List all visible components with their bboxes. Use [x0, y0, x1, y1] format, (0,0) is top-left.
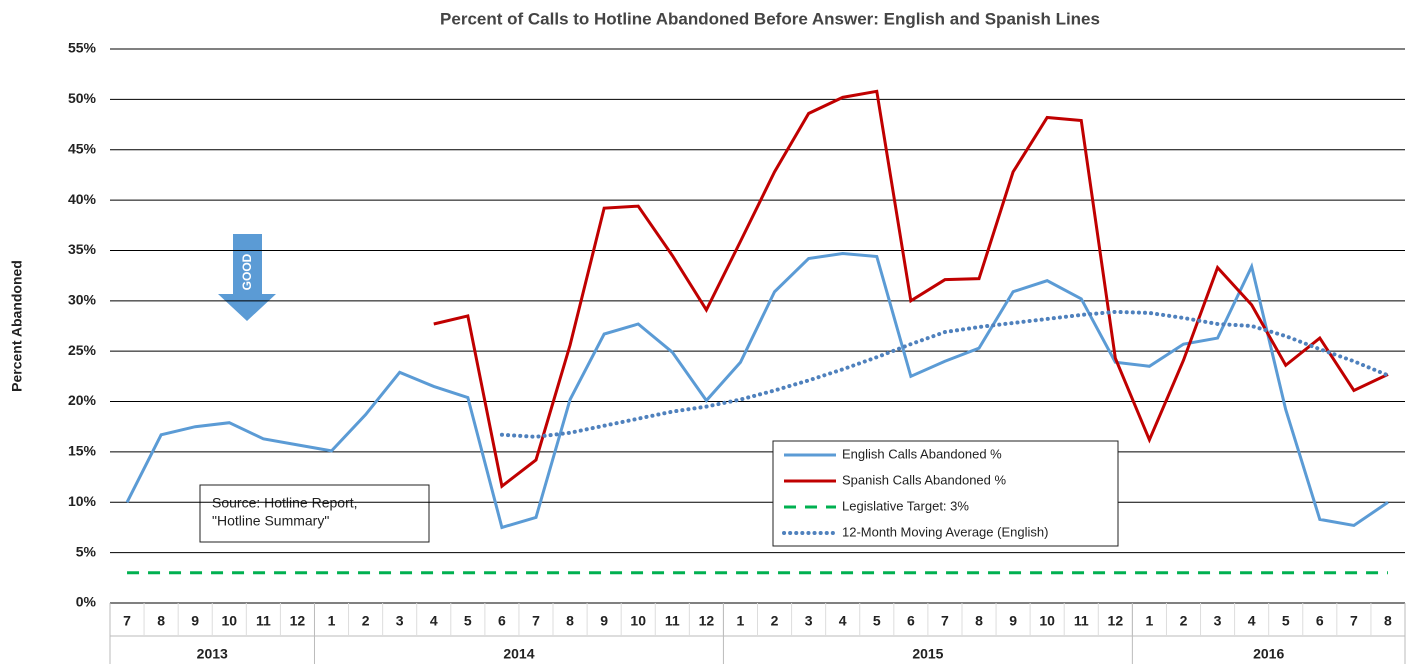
arrow-shape [218, 234, 276, 321]
x-tick-label: 8 [566, 613, 574, 629]
series-line [433, 89, 1389, 489]
series-line [499, 309, 1390, 439]
legend-frame [772, 440, 1119, 547]
x-tick-label: 2 [362, 613, 370, 629]
y-tick-label: 5% [76, 543, 97, 559]
x-tick-label: 11 [256, 613, 271, 629]
y-tick-label: 50% [68, 90, 97, 106]
x-tick-label: 4 [839, 613, 847, 629]
x-tick-label: 3 [1214, 613, 1222, 629]
y-tick-label: 45% [68, 140, 97, 156]
x-tick-label: 10 [221, 613, 237, 629]
x-tick-label: 12 [290, 613, 306, 629]
x-tick-label: 6 [1316, 613, 1324, 629]
x-tick-label: 1 [328, 613, 336, 629]
series-line [125, 251, 1389, 530]
x-tick-label: 2 [1180, 613, 1188, 629]
x-tick-label: 8 [157, 613, 165, 629]
year-label: 2014 [503, 646, 534, 662]
legend: English Calls Abandoned % Spanish Calls A… [772, 440, 1119, 547]
x-tick-label: 6 [498, 613, 506, 629]
x-tick-label: 7 [1350, 613, 1358, 629]
year-label: 2015 [912, 646, 943, 662]
x-tick-label: 6 [907, 613, 915, 629]
year-label: 2013 [197, 646, 228, 662]
x-tick-label: 3 [396, 613, 404, 629]
x-tick-label: 12 [699, 613, 715, 629]
legend-label: Legislative Target: 3% [842, 498, 969, 513]
x-tick-label: 10 [630, 613, 646, 629]
good-arrow: GOOD [218, 234, 276, 321]
y-tick-label: 25% [68, 342, 97, 358]
legend-label: 12-Month Moving Average (English) [842, 524, 1048, 539]
source-frame [199, 484, 430, 543]
x-tick-label: 2 [771, 613, 779, 629]
x-tick-label: 1 [737, 613, 745, 629]
x-tick-label: 4 [1248, 613, 1256, 629]
x-tick-label: 11 [665, 613, 680, 629]
x-tick-label: 12 [1108, 613, 1124, 629]
legend-label: English Calls Abandoned % [842, 446, 1002, 461]
year-label: 2016 [1253, 646, 1284, 662]
y-axis-label: Percent Abandoned [9, 260, 25, 392]
x-tick-label: 5 [873, 613, 881, 629]
x-tick-label: 8 [1384, 613, 1392, 629]
y-tick-label: 35% [68, 241, 97, 257]
y-tick-label: 30% [68, 292, 97, 308]
x-tick-label: 4 [430, 613, 438, 629]
legend-label: Spanish Calls Abandoned % [842, 472, 1007, 487]
x-tick-label: 10 [1039, 613, 1055, 629]
x-tick-label: 9 [1009, 613, 1017, 629]
x-tick-label: 3 [805, 613, 813, 629]
source-line: "Hotline Summary" [212, 513, 329, 529]
source-box: Source: Hotline Report, "Hotline Summary… [199, 484, 430, 543]
y-tick-label: 20% [68, 392, 97, 408]
x-tick-label: 7 [123, 613, 131, 629]
x-tick-label: 9 [191, 613, 199, 629]
y-tick-label: 15% [68, 443, 97, 459]
y-tick-label: 10% [68, 493, 97, 509]
y-tick-label: 40% [68, 191, 97, 207]
x-tick-label: 8 [975, 613, 983, 629]
x-tick-label: 7 [941, 613, 949, 629]
arrow-label: GOOD [240, 253, 254, 290]
y-tick-label: 55% [68, 40, 97, 56]
x-tick-label: 7 [532, 613, 540, 629]
x-tick-label: 5 [464, 613, 472, 629]
x-tick-label: 11 [1074, 613, 1089, 629]
x-tick-label: 5 [1282, 613, 1290, 629]
chart-title: Percent of Calls to Hotline Abandoned Be… [440, 9, 1100, 28]
x-tick-label: 1 [1146, 613, 1154, 629]
grid [110, 48, 1405, 604]
x-tick-label: 9 [600, 613, 608, 629]
y-tick-label: 0% [76, 594, 97, 610]
